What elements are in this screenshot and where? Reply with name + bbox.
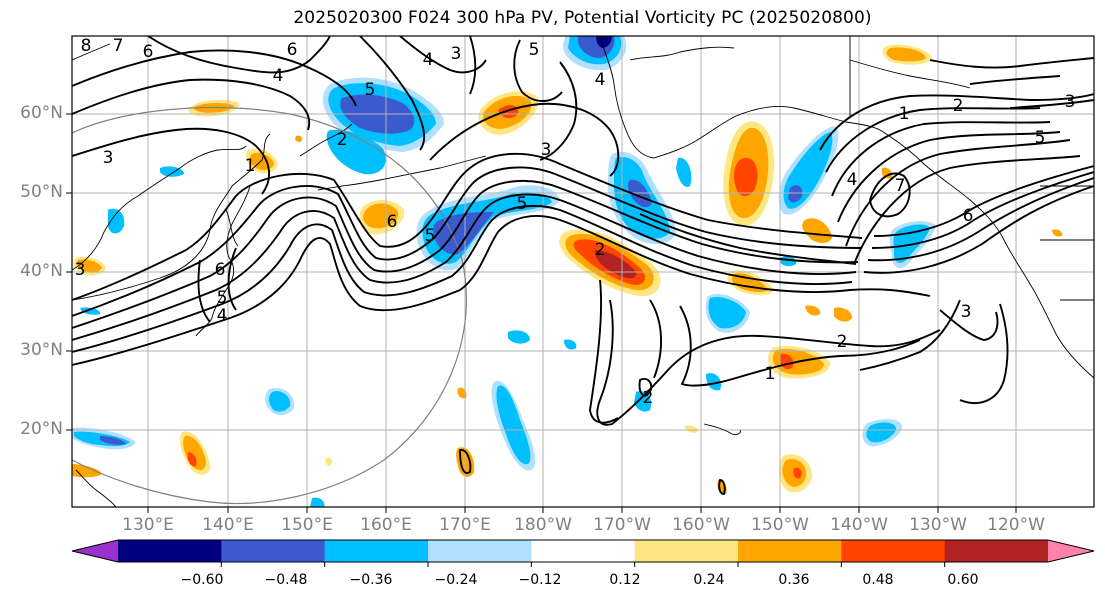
colorbar-tick-label: 0.60 [947,572,979,588]
map-title: 2025020300 F024 300 hPa PV, Potential Vo… [293,8,872,28]
contour-label: 6 [287,40,298,60]
contour-label: 8 [81,36,92,56]
lon-label: 150°E [281,515,333,535]
range-circle [72,106,467,505]
lon-label: 140°E [202,515,254,535]
contour-label: 1 [899,104,910,124]
colorbar-tick-label: 0.36 [778,572,810,588]
lat-label: 50°N [20,182,63,202]
lon-label: 160°E [360,515,412,535]
contour-label: 3 [103,148,114,168]
colorbar-tick-label: 0.48 [862,572,894,588]
contour-label: 2 [953,96,964,116]
contour-label: 2 [643,388,654,408]
pv-contours [72,36,1094,495]
colorbar-tick-label: 0.24 [693,572,725,588]
colorbar-tick-label: −0.24 [434,572,478,588]
contour-label: 4 [273,66,284,86]
colorbar-tick-label: −0.36 [349,572,393,588]
lat-label: 60°N [20,103,63,123]
lon-label: 160°W [672,515,730,535]
contour-label: 5 [529,40,540,60]
colorbar-tick-label: 0.12 [609,572,641,588]
colorbar-segment [531,540,636,562]
contour-label: 6 [387,212,398,232]
contour-label: 3 [541,140,552,160]
contour-label: 5 [517,194,528,214]
lon-label: 150°W [751,515,809,535]
contour-label: 4 [595,70,606,90]
colorbar-extend-min [72,540,118,562]
contour-label: 3 [961,302,972,322]
contour-label: 2 [595,240,606,260]
contour-label: 2 [337,130,348,150]
contour-label: 4 [217,306,228,326]
lon-label: 130°W [909,515,967,535]
colorbar-extend-max [1048,540,1094,562]
contour-label: 3 [451,44,462,64]
contour-label: 2 [837,332,848,352]
lon-label: 120°W [987,515,1045,535]
contour-label: 7 [113,36,124,56]
colorbar-segment [324,540,429,562]
contour-label: 1 [245,156,256,176]
contour-labels: 8 7 6 6 4 3 5 4 5 3 2 5 4 3 1 2 3 5 4 6 … [75,36,1076,408]
contour-label: 5 [425,226,436,246]
colorbar-segment [841,540,946,562]
contour-label: 4 [847,170,858,190]
colorbar-tick-label: −0.48 [264,572,308,588]
colorbar-segment [221,540,326,562]
lon-label: 130°E [122,515,174,535]
colorbar [71,539,1095,567]
contour-label: 5 [365,80,376,100]
colorbar-outline [71,539,1095,563]
colorbar-segment [118,540,222,562]
colorbar-segment [738,540,842,562]
contour-label: 4 [423,50,434,70]
lat-label: 20°N [20,419,63,439]
colorbar-tick-label: −0.12 [518,572,562,588]
lon-label: 140°W [830,515,888,535]
colorbar-segment [634,540,739,562]
axis-ticks [66,113,1017,513]
colorbar-segment [944,540,1049,562]
contour-label: 5 [217,288,228,308]
lon-label: 180°W [514,515,572,535]
contour-label: 5 [1035,128,1046,148]
contour-label: 6 [215,260,226,280]
contour-label: 3 [1065,92,1076,112]
contour-label: 7 [895,176,906,196]
colorbar-segment [428,540,532,562]
lat-label: 40°N [20,261,63,281]
lon-label: 170°W [593,515,651,535]
contour-label: 6 [143,42,154,62]
contour-label: 6 [963,206,974,226]
colorbar-tick-label: −0.60 [180,572,224,588]
lon-label: 170°E [439,515,491,535]
lat-label: 30°N [20,340,63,360]
contour-label: 3 [75,260,86,280]
contour-label: 1 [765,364,776,384]
